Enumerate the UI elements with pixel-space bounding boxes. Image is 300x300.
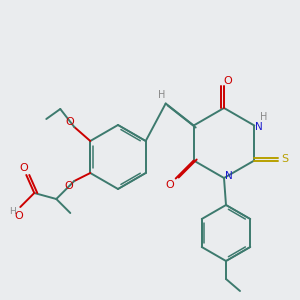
Text: O: O [165, 181, 174, 190]
Text: H: H [260, 112, 267, 122]
Text: N: N [255, 122, 263, 133]
Text: O: O [14, 211, 23, 221]
Text: O: O [64, 181, 73, 191]
Text: O: O [224, 76, 232, 86]
Text: O: O [19, 163, 28, 173]
Text: O: O [65, 117, 74, 127]
Text: H: H [158, 91, 165, 100]
Text: H: H [9, 208, 16, 217]
Text: N: N [225, 171, 233, 181]
Text: S: S [282, 154, 289, 164]
